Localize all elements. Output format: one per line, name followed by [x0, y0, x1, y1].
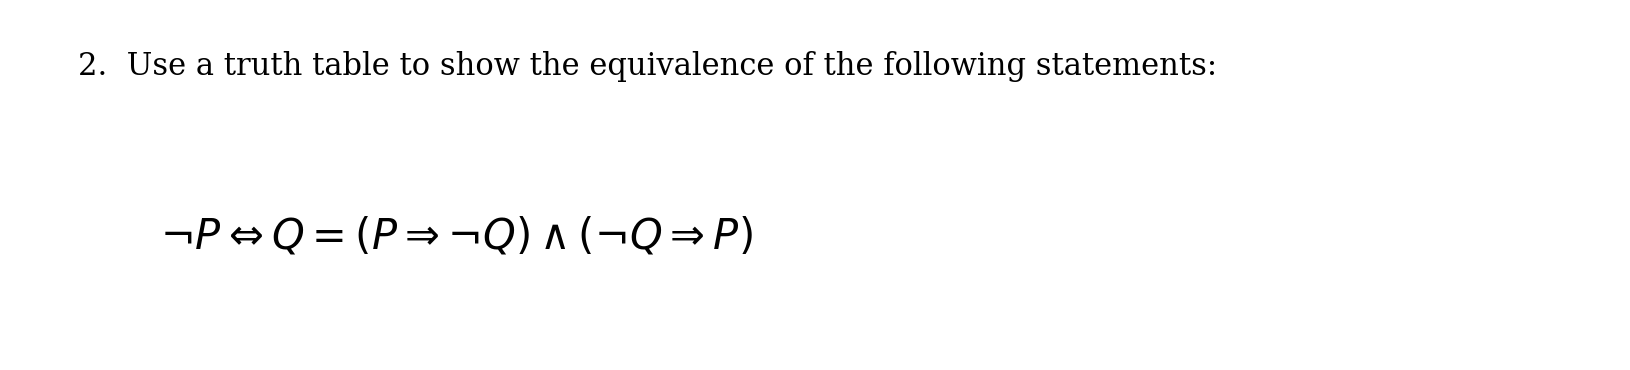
Text: $\neg P \Leftrightarrow Q = (P \Rightarrow \neg Q) \wedge (\neg Q \Rightarrow P): $\neg P \Leftrightarrow Q = (P \Rightarr… — [160, 216, 753, 258]
Text: 2.  Use a truth table to show the equivalence of the following statements:: 2. Use a truth table to show the equival… — [78, 51, 1218, 82]
